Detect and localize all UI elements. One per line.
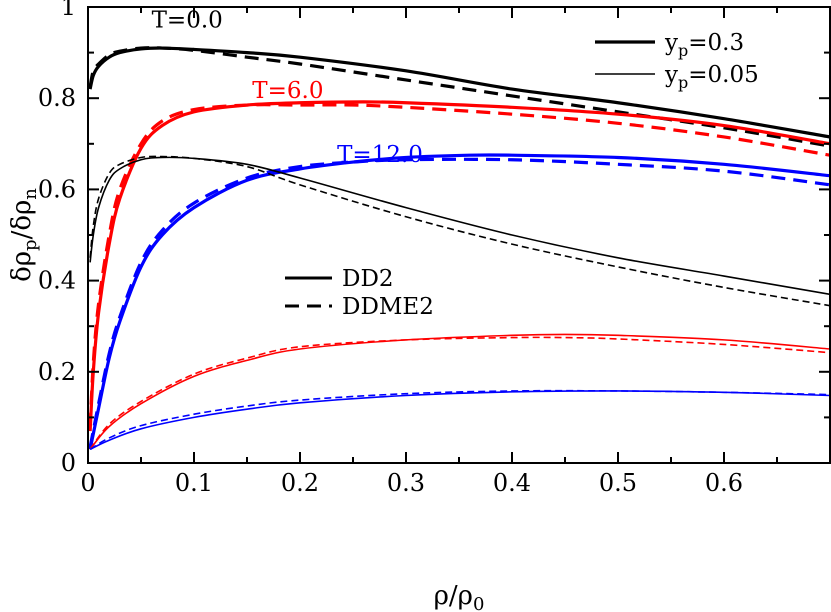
y-axis-label-part: δρ <box>7 251 37 282</box>
legend-yp-main: y <box>664 62 678 88</box>
series-line-ddme2-t-0-0-yp-0-05 <box>89 155 830 307</box>
legend-model-label-dd2: DD2 <box>342 266 394 292</box>
x-axis-label-sub: 0 <box>473 594 484 612</box>
x-axis-label: ρ/ρ0 <box>434 581 485 612</box>
y-axis-label-sub: p <box>20 239 41 251</box>
y-tick-label: 0 <box>61 449 76 477</box>
x-tick-label: 0.4 <box>493 469 531 497</box>
y-axis-label-sub: n <box>20 188 41 200</box>
y-tick-label: 1 <box>61 0 76 21</box>
series-line-dd2-t-0-0-yp-0-3 <box>88 46 830 139</box>
legend-yp-sub: p <box>678 41 688 60</box>
legend-yp-label: yp=0.05 <box>664 62 759 92</box>
x-tick-label: 0.5 <box>599 469 637 497</box>
annotation-t-12-0: T=12.0 <box>337 142 423 168</box>
annotation-layer: T=0.0 T=6.0 T=12.0 <box>152 8 423 169</box>
series-line-ddme2-t-12-0-yp-0-3 <box>88 157 830 448</box>
x-axis-label-main: ρ/ρ <box>434 581 473 611</box>
legend-yp: yp=0.3yp=0.05 <box>595 30 759 92</box>
annotation-t-0-0: T=0.0 <box>152 8 223 34</box>
ticks-layer: 0 0.1 0.2 0.3 0.4 0.5 0.6 0 0.2 0.4 0.6 0.8 1 <box>38 0 831 497</box>
y-tick-label: 0.8 <box>38 84 76 112</box>
series-line-dd2-t-12-0-yp-0-05 <box>89 390 830 451</box>
legend-model-label-ddme2: DDME2 <box>342 294 434 320</box>
y-tick-label: 0.4 <box>38 267 76 295</box>
legend-yp-sub: p <box>678 73 688 92</box>
series-line-ddme2-t-6-0-yp-0-05 <box>89 336 830 450</box>
legend-yp-rest: =0.3 <box>688 30 744 56</box>
y-axis-label-part: /δρ <box>7 200 37 240</box>
legend-yp-label: yp=0.3 <box>664 30 744 60</box>
x-tick-label: 0.3 <box>387 469 425 497</box>
x-tick-label: 0 <box>80 469 95 497</box>
x-tick-label: 0.1 <box>175 469 213 497</box>
series-line-ddme2-t-0-0-yp-0-3 <box>88 46 830 148</box>
y-axis-label: δρp/δρn <box>7 188 41 282</box>
y-tick-label: 0.2 <box>38 358 76 386</box>
annotation-t-6-0: T=6.0 <box>252 78 323 104</box>
y-tick-label: 0.6 <box>38 175 76 203</box>
legend-yp-rest: =0.05 <box>688 62 758 88</box>
x-tick-label: 0.2 <box>281 469 319 497</box>
legend-yp-main: y <box>664 30 678 56</box>
series-line-ddme2-t-6-0-yp-0-3 <box>88 103 830 427</box>
series-line-dd2-t-0-0-yp-0-05 <box>89 156 830 296</box>
series-layer <box>88 46 830 451</box>
series-line-ddme2-t-12-0-yp-0-05 <box>89 389 830 451</box>
x-tick-label: 0.6 <box>705 469 743 497</box>
plot-frame <box>87 6 831 464</box>
